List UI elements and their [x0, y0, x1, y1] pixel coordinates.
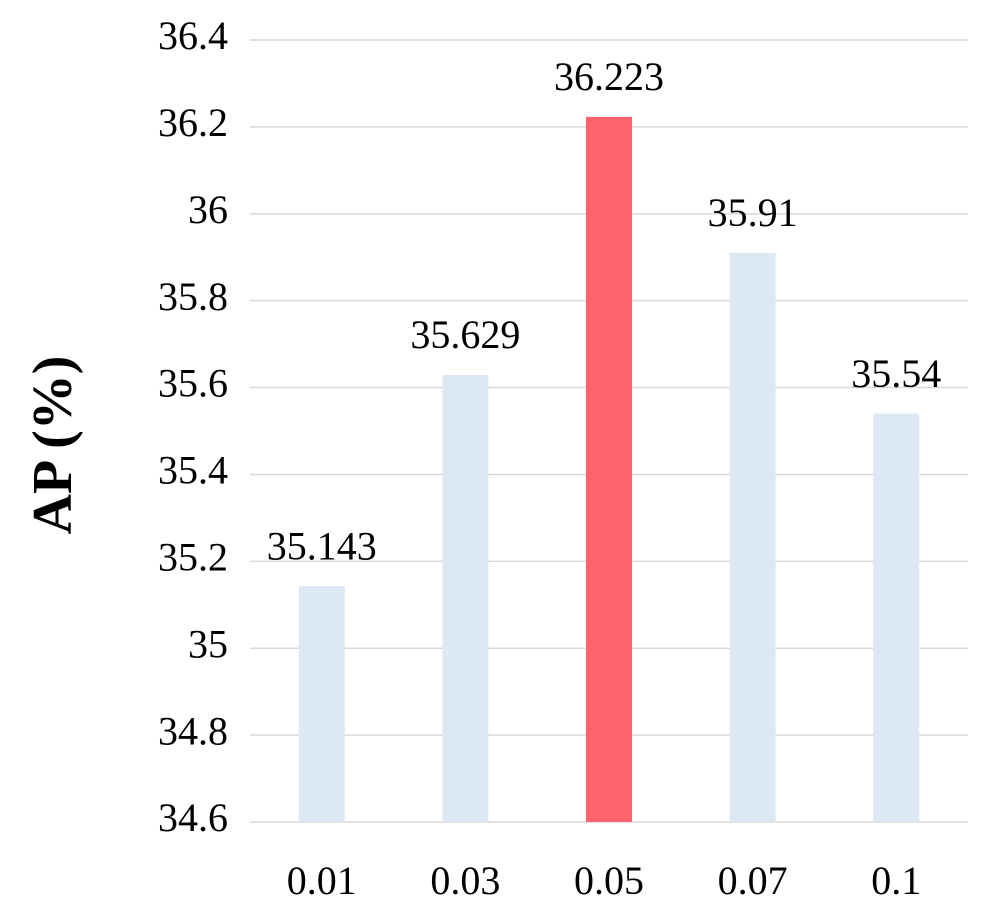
- y-tick-label: 35.8: [158, 274, 228, 319]
- x-tick-label: 0.1: [871, 858, 921, 903]
- data-label: 36.223: [554, 54, 664, 99]
- x-tick-label: 0.07: [718, 858, 788, 903]
- y-tick-label: 36: [188, 187, 228, 232]
- data-label: 35.143: [267, 523, 377, 568]
- x-tick-label: 0.05: [574, 858, 644, 903]
- data-label: 35.629: [410, 312, 520, 357]
- bar: [442, 374, 489, 822]
- y-tick-label: 36.2: [158, 100, 228, 145]
- y-tick-label: 34.6: [158, 795, 228, 840]
- data-label: 35.91: [708, 190, 798, 235]
- bar: [729, 252, 776, 822]
- y-tick-label: 35.4: [158, 448, 228, 493]
- y-tick-label: 35: [188, 621, 228, 666]
- y-tick-label: 34.8: [158, 708, 228, 753]
- x-tick-label: 0.03: [430, 858, 500, 903]
- x-tick-label: 0.01: [287, 858, 357, 903]
- y-axis-label: AP (%): [22, 356, 84, 535]
- bar: [873, 413, 920, 822]
- y-tick-label: 35.2: [158, 535, 228, 580]
- y-tick-label: 35.6: [158, 361, 228, 406]
- data-label: 35.54: [851, 351, 941, 396]
- bar: [586, 116, 632, 822]
- bar: [298, 586, 345, 822]
- y-tick-label: 36.4: [158, 13, 228, 58]
